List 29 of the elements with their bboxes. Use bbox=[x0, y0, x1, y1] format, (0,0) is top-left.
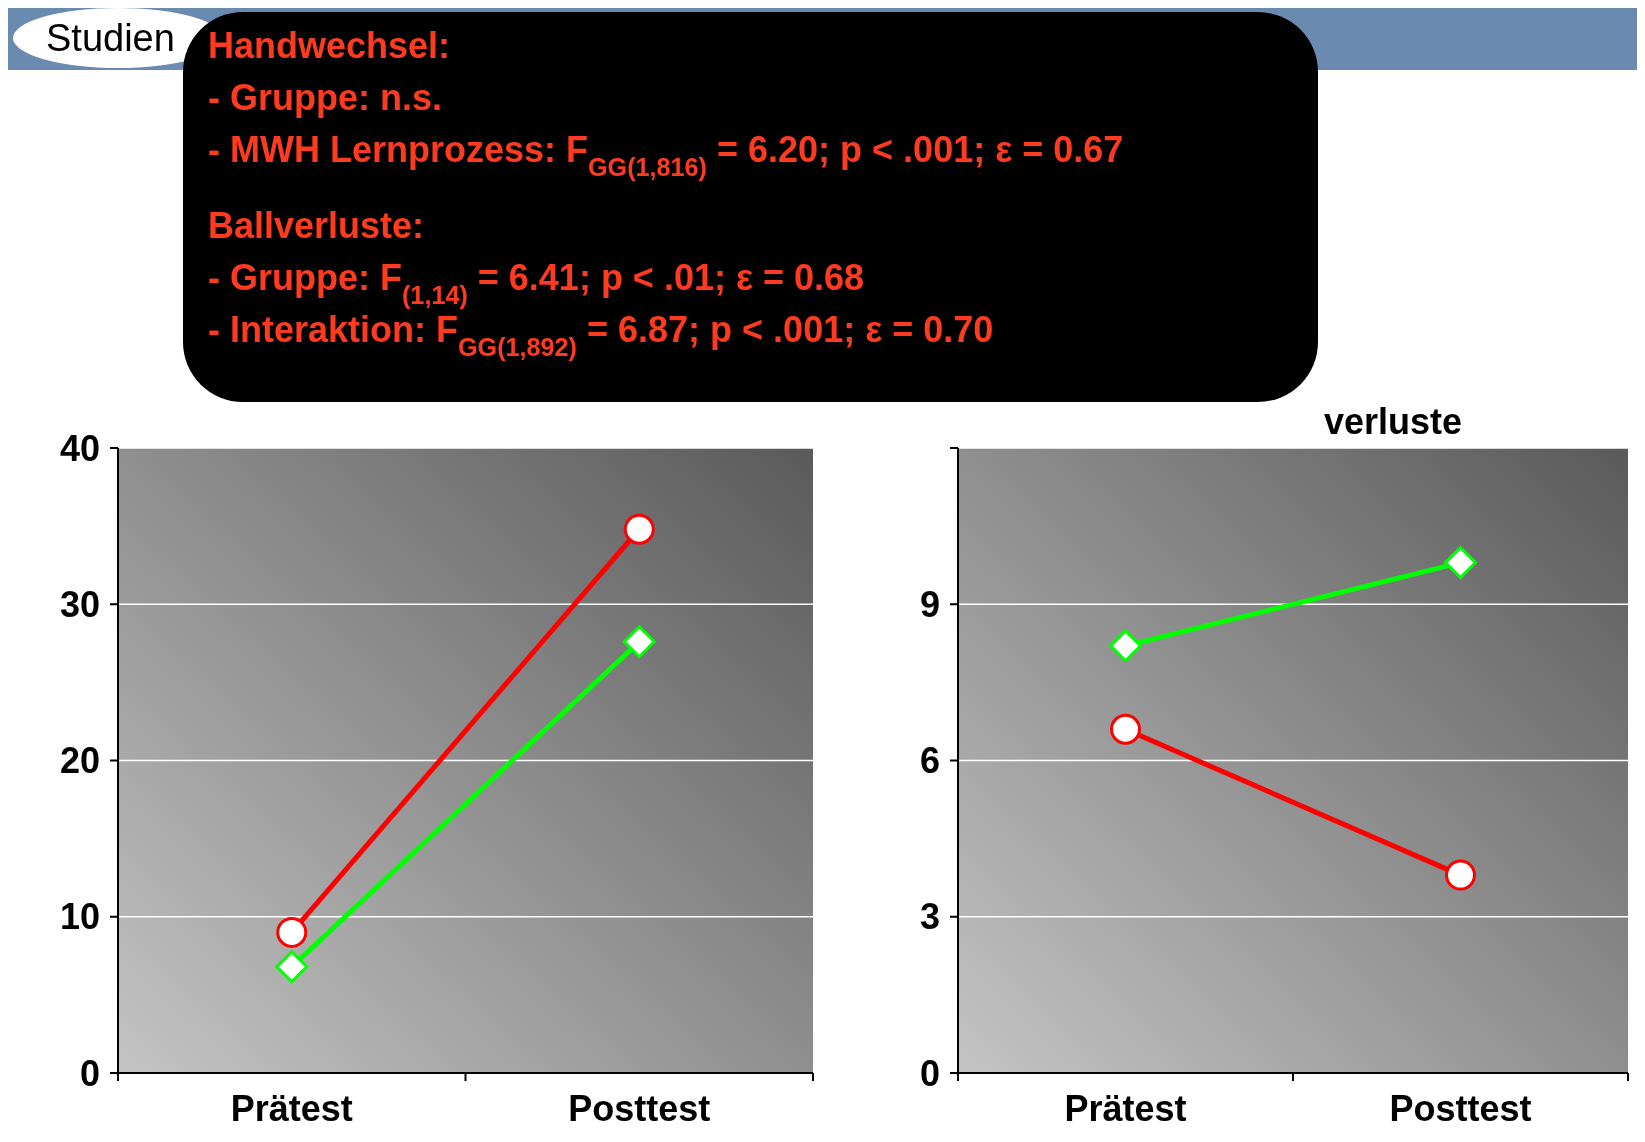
y-tick-label: 30 bbox=[59, 583, 100, 625]
point bbox=[622, 625, 656, 659]
text: Studien bbox=[46, 17, 175, 59]
y-tick-label: 0 bbox=[79, 1052, 100, 1094]
point bbox=[1109, 629, 1142, 663]
y-tick-label: 3 bbox=[919, 896, 940, 938]
text: - Gruppe: F$_{(1,14)}$ = 6.41; p < .01; ε = 0.68 bbox=[208, 257, 865, 309]
text: Handwechsel: bbox=[208, 25, 451, 66]
point bbox=[275, 950, 309, 984]
x-tick-label: Posttest bbox=[568, 1088, 711, 1129]
y-tick-label: 40 bbox=[59, 427, 100, 469]
point bbox=[623, 513, 655, 545]
point bbox=[1110, 713, 1141, 745]
chart-title: verluste bbox=[1323, 401, 1463, 442]
y-tick-label: 20 bbox=[59, 740, 100, 782]
text: - MWH Lernprozess: F$_{GG(1,816)}$ = 6.20; p < .001; ε = 0.67 bbox=[208, 129, 1124, 181]
text: - Gruppe: n.s. bbox=[208, 77, 442, 118]
x-tick-label: Prätest bbox=[230, 1088, 353, 1129]
text: Ballverluste: bbox=[208, 205, 425, 246]
text: - Interaktion: F$_{GG(1,892)}$ = 6.87; p < .001; ε = 0.70 bbox=[208, 309, 994, 361]
point bbox=[1444, 546, 1477, 580]
point bbox=[1445, 859, 1476, 891]
x-tick-label: Posttest bbox=[1389, 1088, 1532, 1129]
y-tick-label: 6 bbox=[919, 740, 940, 782]
y-tick-label: 9 bbox=[919, 583, 940, 625]
y-tick-label: 0 bbox=[919, 1052, 940, 1094]
point bbox=[276, 916, 308, 948]
y-tick-label: 10 bbox=[59, 896, 100, 938]
x-tick-label: Prätest bbox=[1064, 1088, 1187, 1129]
